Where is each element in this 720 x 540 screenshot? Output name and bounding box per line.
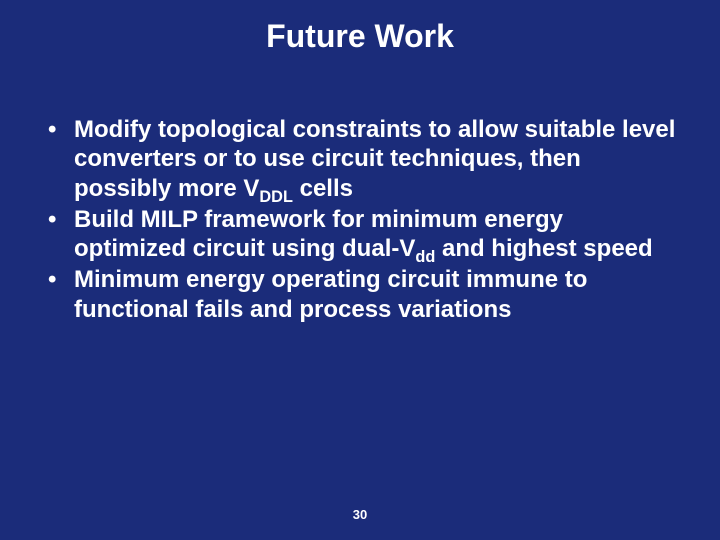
bullet-item: Minimum energy operating circuit immune … <box>40 265 680 324</box>
bullet-text-sub: DDL <box>259 187 293 205</box>
bullet-text-pre: Modify topological constraints to allow … <box>74 116 675 202</box>
bullet-item: Modify topological constraints to allow … <box>40 115 680 203</box>
bullet-text-post: and highest speed <box>435 235 652 262</box>
bullet-text-pre: Minimum energy operating circuit immune … <box>74 266 587 322</box>
bullet-item: Build MILP framework for minimum energy … <box>40 205 680 264</box>
bullet-text-sub: dd <box>415 248 435 266</box>
page-number: 30 <box>0 507 720 522</box>
slide: Future Work Modify topological constrain… <box>0 0 720 540</box>
slide-body: Modify topological constraints to allow … <box>0 55 720 324</box>
bullet-text-post: cells <box>293 175 353 202</box>
slide-title: Future Work <box>0 0 720 55</box>
bullet-list: Modify topological constraints to allow … <box>40 115 680 324</box>
